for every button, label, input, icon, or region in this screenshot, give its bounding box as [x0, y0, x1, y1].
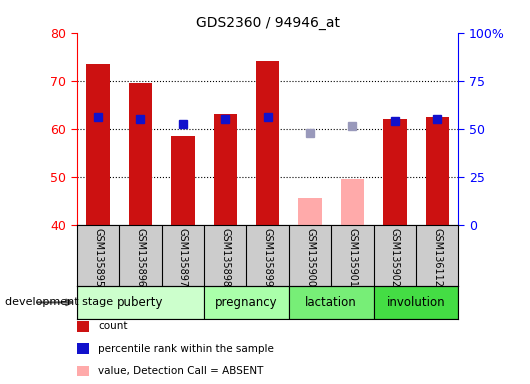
- Bar: [298, 198, 322, 225]
- Text: GSM135900: GSM135900: [305, 228, 315, 287]
- Text: value, Detection Call = ABSENT: value, Detection Call = ABSENT: [98, 366, 263, 376]
- Title: GDS2360 / 94946_at: GDS2360 / 94946_at: [196, 16, 340, 30]
- Text: GSM135895: GSM135895: [93, 228, 103, 287]
- Text: development stage: development stage: [5, 297, 113, 308]
- Text: GSM135897: GSM135897: [178, 228, 188, 287]
- Bar: [374, 286, 458, 319]
- Text: count: count: [98, 321, 128, 331]
- Bar: [341, 179, 364, 225]
- Text: lactation: lactation: [305, 296, 357, 309]
- Bar: [171, 136, 195, 225]
- Text: GSM135898: GSM135898: [220, 228, 230, 287]
- Bar: [256, 61, 279, 225]
- Text: GSM135901: GSM135901: [348, 228, 357, 287]
- Bar: [204, 286, 289, 319]
- Bar: [214, 114, 237, 225]
- Text: GSM135899: GSM135899: [263, 228, 272, 287]
- Text: GSM135902: GSM135902: [390, 228, 400, 287]
- Text: GSM135896: GSM135896: [136, 228, 145, 287]
- Text: pregnancy: pregnancy: [215, 296, 278, 309]
- Bar: [426, 117, 449, 225]
- Bar: [289, 286, 374, 319]
- Bar: [86, 64, 110, 225]
- Text: GSM136112: GSM136112: [432, 228, 442, 287]
- Bar: [77, 286, 204, 319]
- Text: puberty: puberty: [117, 296, 164, 309]
- Text: percentile rank within the sample: percentile rank within the sample: [98, 344, 274, 354]
- Bar: [383, 119, 407, 225]
- Bar: [129, 83, 152, 225]
- Text: involution: involution: [387, 296, 445, 309]
